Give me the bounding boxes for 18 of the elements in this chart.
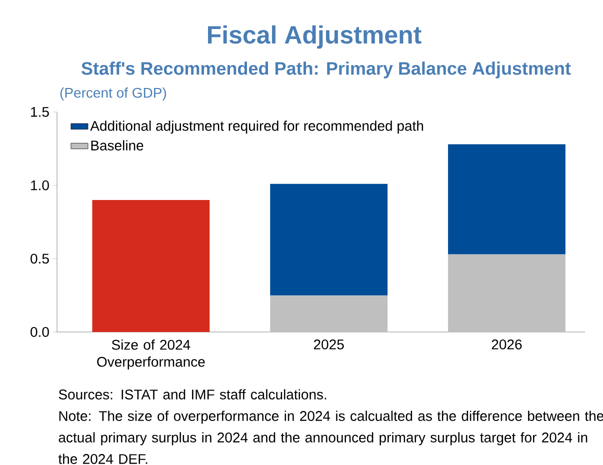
legend-label: Additional adjustment required for recommended path xyxy=(90,120,424,134)
bar xyxy=(448,144,566,254)
bar xyxy=(270,295,388,332)
source-note: Sources: ISTAT and IMF staff calculations. xyxy=(58,389,326,400)
bar xyxy=(270,184,388,296)
x-tick-label: 2026 xyxy=(492,340,522,350)
chart-title: Fiscal Adjustment xyxy=(208,25,422,49)
y-tick-label: 1.5 xyxy=(31,107,49,117)
chart-subtitle: Staff's Recommended Path: Primary Balance Adjustment xyxy=(81,62,571,78)
legend-label: Baseline xyxy=(91,140,144,150)
y-tick-label: 0.0 xyxy=(30,327,49,337)
y-tick-label: 1.0 xyxy=(31,180,49,190)
y-tick-label: 0.5 xyxy=(30,254,49,264)
y-axis-title: (Percent of GDP) xyxy=(60,87,166,101)
x-tick-label: 2025 xyxy=(314,340,344,350)
bar xyxy=(92,200,210,332)
x-tick-label: Size of 2024 Overperformance xyxy=(97,340,205,370)
bar xyxy=(448,254,566,332)
